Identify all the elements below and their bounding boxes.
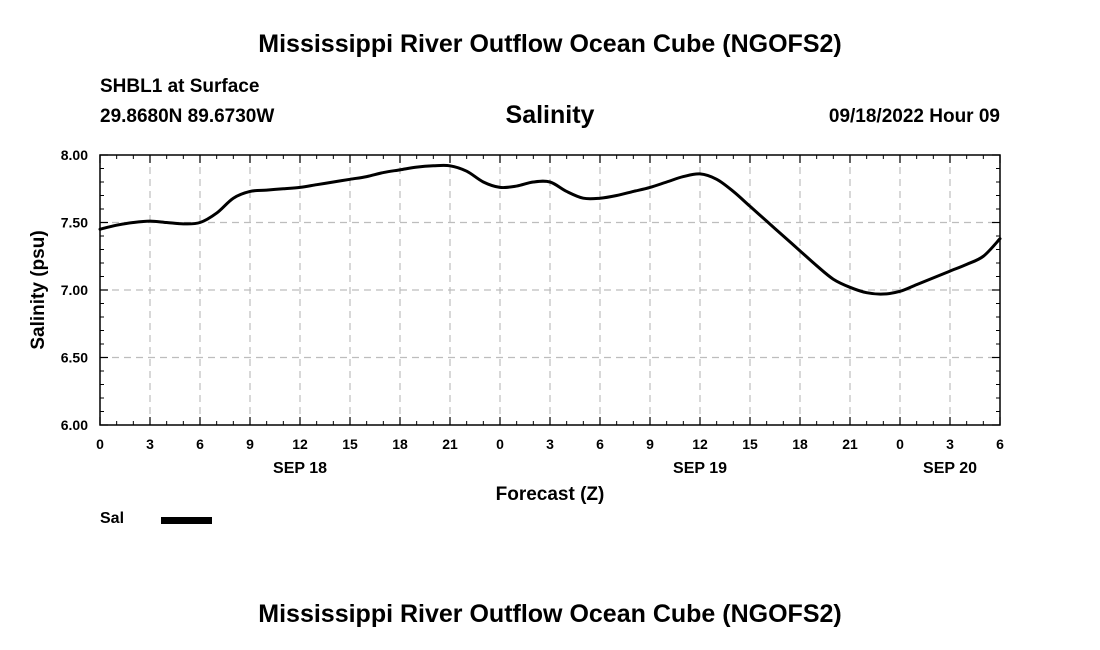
- coordinates-label: 29.8680N 89.6730W: [100, 106, 275, 127]
- x-tick-label: 9: [646, 436, 654, 452]
- x-tick-label: 6: [996, 436, 1004, 452]
- y-tick-label: 8.00: [61, 147, 88, 163]
- date-label: SEP 18: [273, 460, 327, 477]
- x-tick-label: 21: [842, 436, 858, 452]
- x-tick-label: 3: [946, 436, 954, 452]
- main-title: Mississippi River Outflow Ocean Cube (NG…: [258, 30, 842, 58]
- x-tick-label: 0: [896, 436, 904, 452]
- x-tick-label: 0: [96, 436, 104, 452]
- legend-label: Sal: [100, 510, 125, 527]
- axis-labels-layer: 0 3 6 9 12 15 18 21 0 3 6 9 12 15 18 21 0 3 6 6.00 6.50 7.00 7…: [61, 147, 1004, 477]
- variable-title: Salinity: [505, 101, 595, 129]
- x-tick-label: 18: [392, 436, 408, 452]
- x-tick-label: 12: [292, 436, 308, 452]
- x-tick-label: 18: [792, 436, 808, 452]
- forecast-time-label: 09/18/2022 Hour 09: [828, 106, 1000, 127]
- x-axis-label: Forecast (Z): [496, 484, 605, 505]
- station-label: SHBL1 at Surface: [100, 76, 260, 97]
- legend-swatch: [161, 517, 212, 524]
- footer-title: Mississippi River Outflow Ocean Cube (NG…: [258, 600, 842, 628]
- x-tick-label: 3: [146, 436, 154, 452]
- x-tick-label: 12: [692, 436, 708, 452]
- y-tick-label: 7.50: [61, 215, 88, 231]
- x-tick-label: 0: [496, 436, 504, 452]
- x-tick-label: 3: [546, 436, 554, 452]
- salinity-series-line: [98, 163, 1002, 296]
- date-label: SEP 20: [923, 460, 977, 477]
- x-tick-label: 6: [196, 436, 204, 452]
- y-tick-label: 6.00: [61, 417, 88, 433]
- x-tick-label: 15: [342, 436, 358, 452]
- grid-layer: [100, 155, 1000, 425]
- plot-frame: [99, 154, 1001, 426]
- y-axis-label: Salinity (psu): [28, 230, 49, 349]
- x-tick-label: 21: [442, 436, 458, 452]
- y-tick-label: 7.00: [61, 282, 88, 298]
- x-tick-label: 15: [742, 436, 758, 452]
- salinity-chart: 0 3 6 9 12 15 18 21 0 3 6 9 12 15 18 21 0 3 6 6.00 6.50 7.00 7…: [28, 147, 1004, 505]
- x-tick-label: 6: [596, 436, 604, 452]
- date-label: SEP 19: [673, 460, 727, 477]
- x-tick-label: 9: [246, 436, 254, 452]
- y-tick-label: 6.50: [61, 350, 88, 366]
